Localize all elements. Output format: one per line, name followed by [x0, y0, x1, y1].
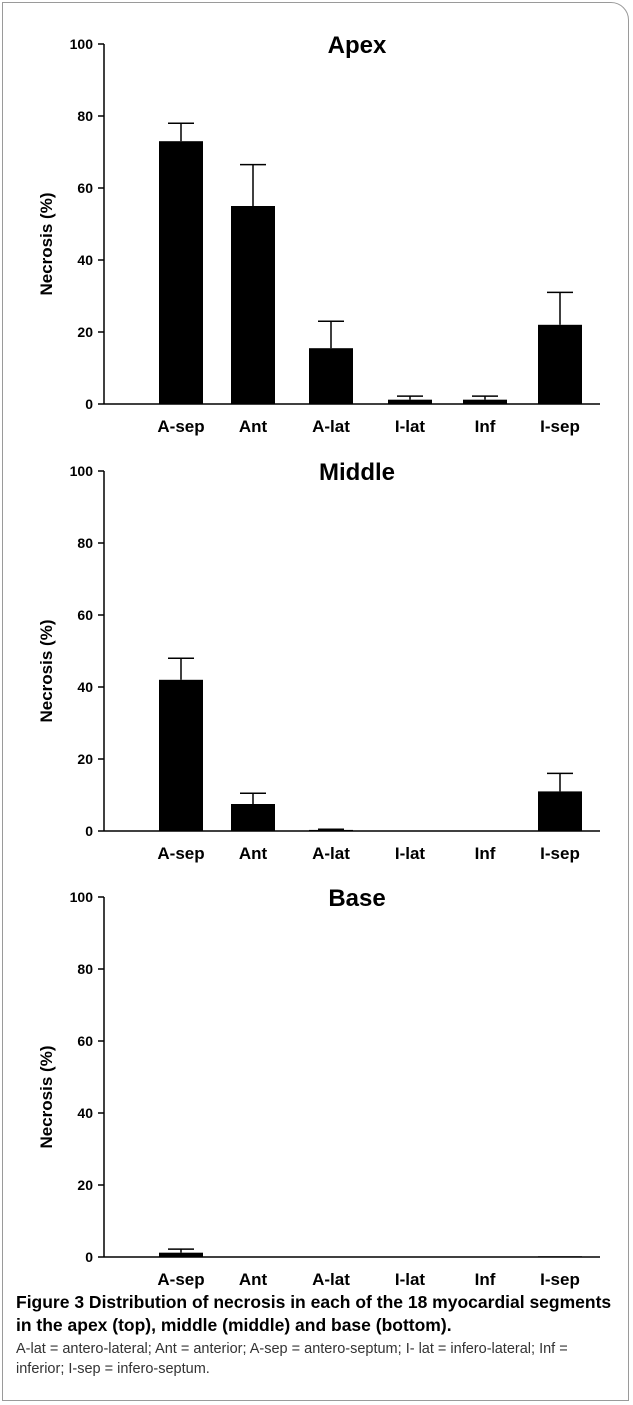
x-tick-label: Ant [239, 1270, 268, 1289]
y-axis-label: Necrosis (%) [37, 193, 56, 296]
bar-apex-ant [231, 206, 275, 404]
x-tick-label: A-sep [157, 1270, 204, 1289]
x-tick-label: A-lat [312, 417, 350, 436]
x-tick-label: A-sep [157, 417, 204, 436]
bar-apex-i-sep [538, 324, 582, 404]
figure-charts: 0 20 40 60 80 100 Necrosis (%) Apex A-sep Ant A-la… [37, 32, 600, 1289]
bar-middle-a-sep [159, 679, 203, 831]
y-tick-label: 40 [77, 679, 93, 695]
chart-svg: 0 20 40 60 80 100 Necrosis (%) Apex A-sep Ant A-la… [37, 32, 600, 1289]
bar-base-a-sep [159, 1252, 203, 1257]
x-tick-label: I-sep [540, 844, 580, 863]
bar-middle-a-lat [309, 829, 353, 831]
x-tick-label: I-sep [540, 1270, 580, 1289]
y-tick-label: 100 [70, 36, 94, 52]
y-tick-label: 80 [77, 535, 93, 551]
x-tick-label: I-sep [540, 417, 580, 436]
x-tick-label: Inf [475, 1270, 496, 1289]
caption-abbreviations: A-lat = antero-lateral; Ant = anterior; … [16, 1341, 568, 1377]
bar-middle-i-sep [538, 791, 582, 831]
x-tick-label: Inf [475, 417, 496, 436]
y-tick-label: 0 [85, 396, 93, 412]
y-axis-label: Necrosis (%) [37, 1046, 56, 1149]
y-tick-label: 20 [77, 751, 93, 767]
x-tick-label: Inf [475, 844, 496, 863]
x-tick-label: I-lat [395, 1270, 426, 1289]
bar-apex-a-sep [159, 141, 203, 404]
bar-apex-i-lat [388, 399, 432, 404]
y-tick-label: 20 [77, 1177, 93, 1193]
chart-panel-apex: 0 20 40 60 80 100 Necrosis (%) Apex A-sep Ant A-la… [37, 32, 600, 436]
y-tick-label: 60 [77, 180, 93, 196]
chart-title: Apex [328, 32, 387, 59]
caption-title: Figure 3 Distribution of necrosis in eac… [16, 1292, 612, 1335]
x-tick-label: A-lat [312, 844, 350, 863]
x-tick-label: A-sep [157, 844, 204, 863]
x-tick-label: A-lat [312, 1270, 350, 1289]
y-tick-label: 0 [85, 823, 93, 839]
y-tick-label: 100 [70, 463, 94, 479]
chart-panel-middle: 0 20 40 60 80 100 Necrosis (%) Middle A-sep Ant A-… [37, 459, 600, 863]
y-tick-label: 0 [85, 1249, 93, 1265]
y-axis-label: Necrosis (%) [37, 620, 56, 723]
bar-apex-inf [463, 399, 507, 404]
chart-title: Middle [319, 459, 395, 486]
bar-middle-ant [231, 804, 275, 831]
x-tick-label: I-lat [395, 417, 426, 436]
y-tick-label: 80 [77, 961, 93, 977]
y-tick-label: 40 [77, 252, 93, 268]
y-tick-label: 80 [77, 108, 93, 124]
bar-apex-a-lat [309, 348, 353, 404]
y-tick-label: 40 [77, 1105, 93, 1121]
y-tick-label: 60 [77, 1033, 93, 1049]
chart-title: Base [328, 885, 385, 912]
bar-base-i-sep [538, 1256, 582, 1257]
y-tick-label: 100 [70, 889, 94, 905]
y-tick-label: 20 [77, 324, 93, 340]
figure-caption: Figure 3 Distribution of necrosis in eac… [16, 1291, 616, 1379]
x-tick-label: Ant [239, 844, 268, 863]
x-tick-label: Ant [239, 417, 268, 436]
chart-panel-base: 0 20 40 60 80 100 Necrosis (%) Base A-sep Ant A-la… [37, 885, 600, 1289]
y-tick-label: 60 [77, 607, 93, 623]
x-tick-label: I-lat [395, 844, 426, 863]
